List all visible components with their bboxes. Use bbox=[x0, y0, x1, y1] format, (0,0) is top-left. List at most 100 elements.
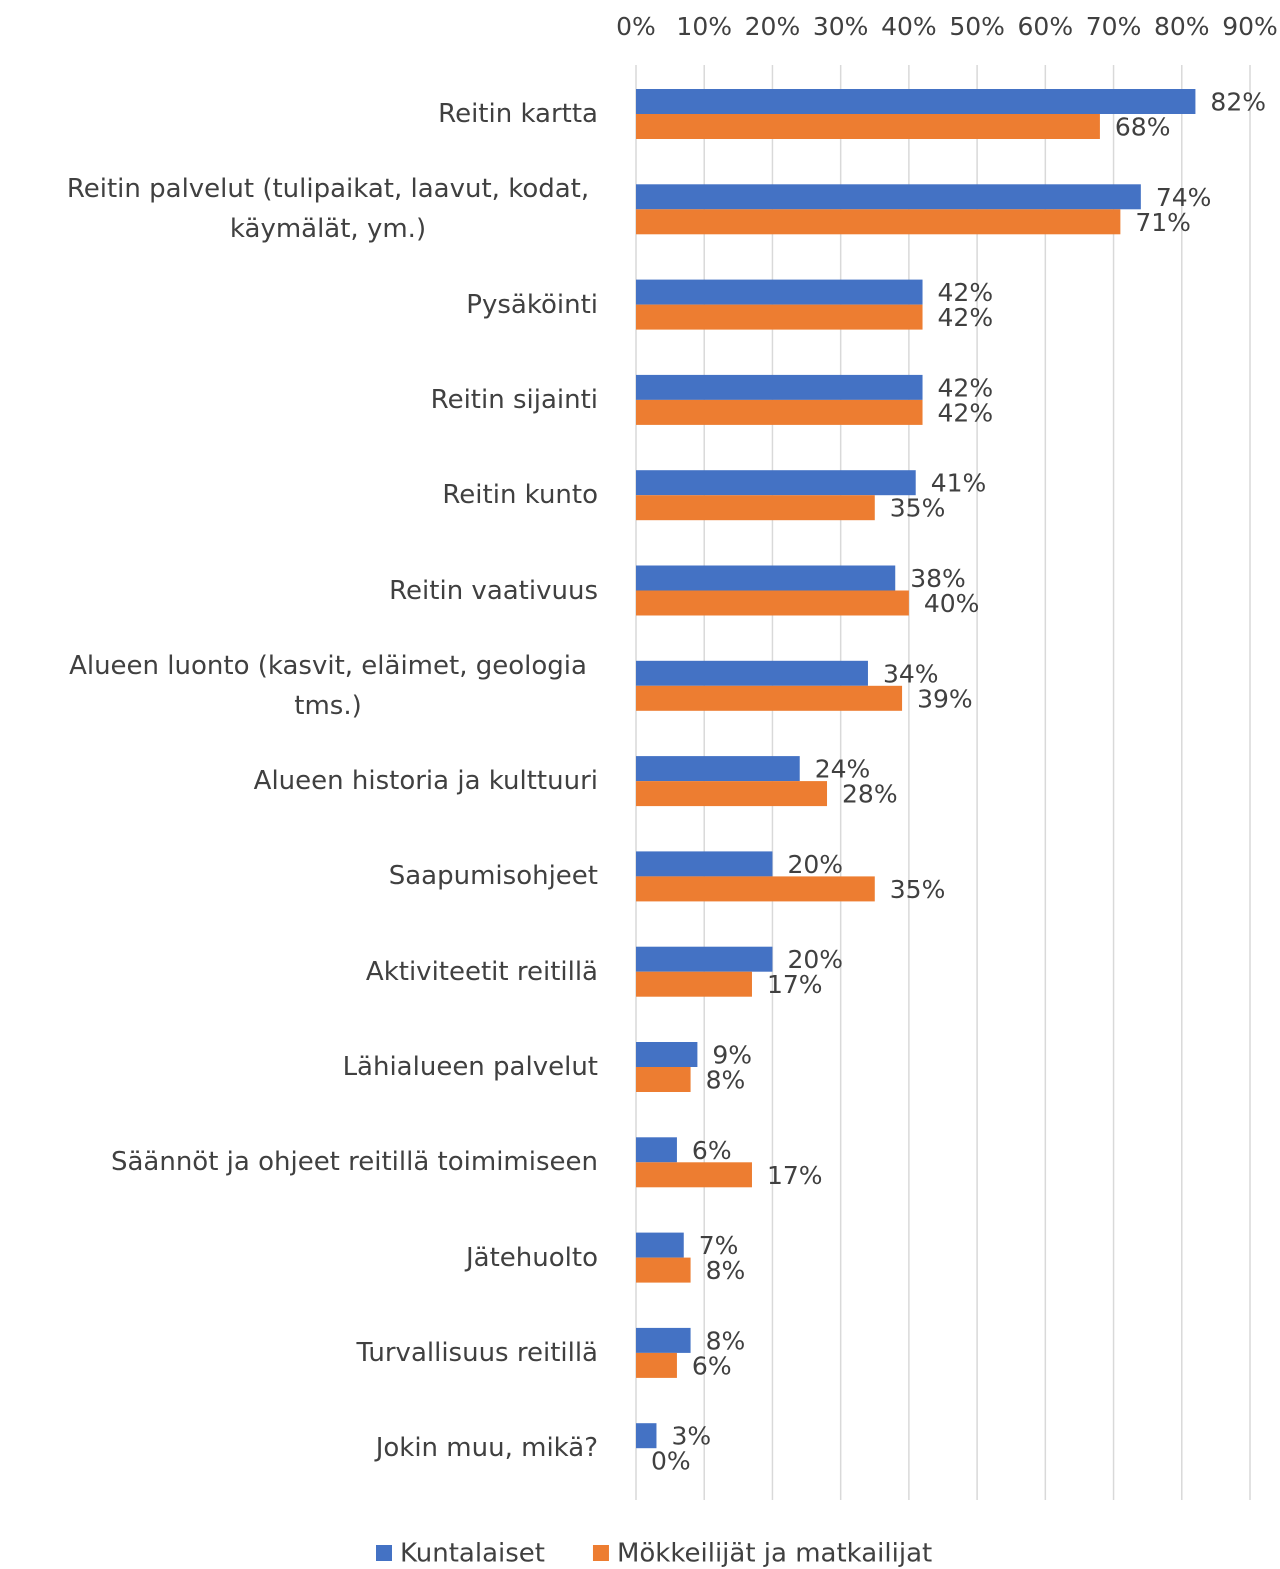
x-tick-label: 30% bbox=[813, 12, 869, 41]
category-label: Alueen historia ja kulttuuri bbox=[0, 736, 598, 826]
value-label: 20% bbox=[787, 850, 843, 879]
value-label: 82% bbox=[1210, 88, 1266, 117]
legend-label: Kuntalaiset bbox=[400, 1539, 545, 1569]
legend-swatch bbox=[592, 1545, 609, 1561]
value-label: 42% bbox=[938, 303, 994, 332]
bar bbox=[636, 89, 1196, 114]
value-label: 71% bbox=[1135, 208, 1191, 237]
bar bbox=[636, 399, 923, 425]
value-label: 24% bbox=[815, 755, 871, 784]
category-text: Reitin sijainti bbox=[430, 384, 598, 415]
category-label: Saapumisohjeet bbox=[0, 831, 598, 921]
category-label: Reitin sijainti bbox=[0, 355, 598, 445]
value-label: 17% bbox=[767, 970, 823, 999]
x-tick-label: 90% bbox=[1222, 12, 1278, 41]
value-label: 6% bbox=[692, 1136, 732, 1165]
category-text: Pysäköinti bbox=[466, 289, 598, 320]
bar bbox=[636, 1257, 691, 1283]
category-text: Alueen historia ja kulttuuri bbox=[253, 766, 598, 797]
bar bbox=[636, 1327, 691, 1353]
category-text: Saapumisohjeet bbox=[388, 861, 598, 892]
category-text: Jokin muu, mikä? bbox=[375, 1433, 598, 1464]
value-label: 42% bbox=[938, 373, 994, 402]
x-tick-label: 50% bbox=[949, 12, 1005, 41]
value-label: 28% bbox=[842, 780, 898, 809]
bar bbox=[636, 1423, 657, 1449]
bar bbox=[636, 1067, 691, 1092]
category-label: Jokin muu, mikä? bbox=[0, 1403, 598, 1493]
value-label: 20% bbox=[787, 945, 843, 974]
bar bbox=[636, 660, 868, 686]
value-label: 42% bbox=[938, 398, 994, 427]
value-label: 7% bbox=[699, 1231, 739, 1260]
category-text: Aktiviteetit reitillä bbox=[365, 956, 598, 987]
value-label: 9% bbox=[712, 1041, 752, 1070]
category-label: Reitin palvelut (tulipaikat, laavut, kod… bbox=[0, 164, 598, 254]
x-tick-label: 20% bbox=[745, 12, 801, 41]
bar bbox=[636, 1352, 677, 1378]
category-label: Lähialueen palvelut bbox=[0, 1022, 598, 1112]
category-text: Reitin kunto bbox=[442, 480, 598, 511]
value-label: 17% bbox=[767, 1161, 823, 1190]
category-label: Pysäköinti bbox=[0, 260, 598, 350]
value-label: 38% bbox=[910, 564, 966, 593]
bar bbox=[636, 470, 916, 496]
bar bbox=[636, 876, 875, 902]
value-label: 6% bbox=[692, 1351, 732, 1380]
value-label: 0% bbox=[651, 1447, 691, 1476]
value-label: 34% bbox=[883, 659, 939, 688]
bar bbox=[636, 1162, 752, 1188]
bar bbox=[636, 971, 752, 997]
x-tick-label: 0% bbox=[616, 12, 656, 41]
category-text: Reitin vaativuus bbox=[389, 575, 598, 606]
category-label: Reitin kunto bbox=[0, 450, 598, 540]
category-text: Säännöt ja ohjeet reitillä toimimiseen bbox=[110, 1147, 598, 1178]
bar bbox=[636, 1042, 698, 1067]
x-tick-label: 40% bbox=[881, 12, 937, 41]
value-label: 42% bbox=[938, 278, 994, 307]
bar bbox=[636, 209, 1121, 235]
bar bbox=[636, 565, 896, 591]
bar bbox=[636, 114, 1100, 139]
bar bbox=[636, 1137, 677, 1163]
value-label: 40% bbox=[924, 589, 980, 618]
value-label: 35% bbox=[890, 494, 946, 523]
category-text: Reitin kartta bbox=[438, 99, 598, 129]
legend-label: Mökkeilijät ja matkailijat bbox=[617, 1539, 932, 1569]
x-tick-label: 80% bbox=[1154, 12, 1210, 41]
category-text: Jätehuolto bbox=[466, 1242, 598, 1273]
value-label: 68% bbox=[1115, 113, 1171, 142]
value-label: 35% bbox=[890, 875, 946, 904]
bar bbox=[636, 184, 1141, 210]
value-label: 41% bbox=[931, 469, 987, 498]
bar bbox=[636, 685, 903, 711]
category-label: Alueen luonto (kasvit, eläimet, geologia… bbox=[0, 641, 598, 731]
bar bbox=[636, 304, 923, 330]
category-label: Turvallisuus reitillä bbox=[0, 1308, 598, 1398]
value-label: 74% bbox=[1156, 183, 1212, 212]
category-text: Reitin palvelut (tulipaikat, laavut, kod… bbox=[66, 174, 590, 245]
value-label: 39% bbox=[917, 684, 973, 713]
bar bbox=[636, 781, 828, 807]
bar bbox=[636, 590, 909, 616]
value-label: 3% bbox=[671, 1422, 711, 1451]
category-label: Jätehuolto bbox=[0, 1213, 598, 1303]
value-label: 8% bbox=[706, 1066, 746, 1095]
category-text: Turvallisuus reitillä bbox=[356, 1337, 598, 1368]
category-label: Säännöt ja ohjeet reitillä toimimiseen bbox=[0, 1117, 598, 1207]
value-label: 8% bbox=[706, 1256, 746, 1285]
bar bbox=[636, 374, 923, 400]
x-tick-label: 10% bbox=[676, 12, 732, 41]
value-label: 8% bbox=[706, 1326, 746, 1355]
legend-swatch bbox=[376, 1545, 392, 1561]
x-tick-label: 60% bbox=[1018, 12, 1074, 41]
bar bbox=[636, 756, 800, 782]
category-text: Lähialueen palvelut bbox=[342, 1052, 598, 1082]
bar bbox=[636, 946, 773, 972]
category-text: Alueen luonto (kasvit, eläimet, geologia… bbox=[69, 650, 587, 721]
bar bbox=[636, 495, 875, 521]
category-label: Reitin vaativuus bbox=[0, 546, 598, 636]
bar bbox=[636, 851, 773, 877]
